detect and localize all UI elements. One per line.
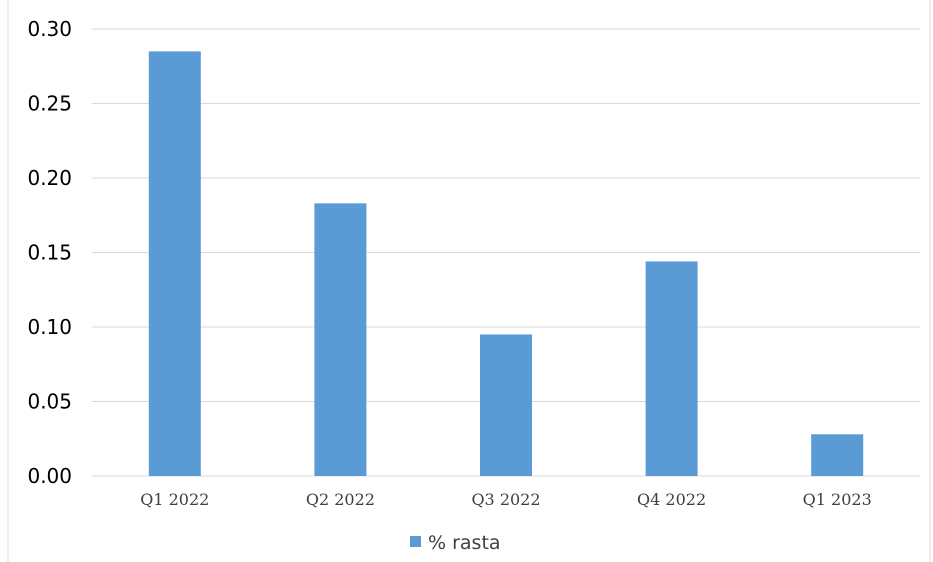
x-tick-label: Q1 2022 bbox=[140, 490, 209, 509]
y-tick-label: 0.20 bbox=[27, 166, 72, 190]
legend: % rasta bbox=[410, 532, 501, 554]
x-tick-label: Q4 2022 bbox=[637, 490, 706, 509]
y-tick-label: 0.15 bbox=[27, 241, 72, 265]
bar bbox=[314, 203, 367, 476]
y-tick-label: 0.00 bbox=[27, 464, 72, 488]
bar bbox=[645, 261, 698, 476]
bar bbox=[148, 51, 201, 476]
y-tick-label: 0.10 bbox=[27, 315, 72, 339]
legend-label: % rasta bbox=[428, 532, 501, 554]
y-tick-label: 0.05 bbox=[27, 390, 72, 414]
bar bbox=[811, 434, 864, 476]
x-tick-label: Q2 2022 bbox=[306, 490, 375, 509]
x-axis-labels: Q1 2022 Q2 2022 Q3 2022 Q4 2022 Q1 2023 bbox=[140, 490, 872, 509]
x-tick-label: Q1 2023 bbox=[803, 490, 872, 509]
y-axis-ticks: 0.00 0.05 0.10 0.15 0.20 0.25 0.30 bbox=[27, 17, 72, 488]
y-tick-label: 0.25 bbox=[27, 92, 72, 116]
bars bbox=[148, 51, 864, 476]
y-tick-label: 0.30 bbox=[27, 17, 72, 41]
bar bbox=[480, 334, 532, 476]
gridlines bbox=[92, 28, 920, 477]
x-tick-label: Q3 2022 bbox=[471, 490, 540, 509]
legend-swatch bbox=[410, 536, 421, 547]
